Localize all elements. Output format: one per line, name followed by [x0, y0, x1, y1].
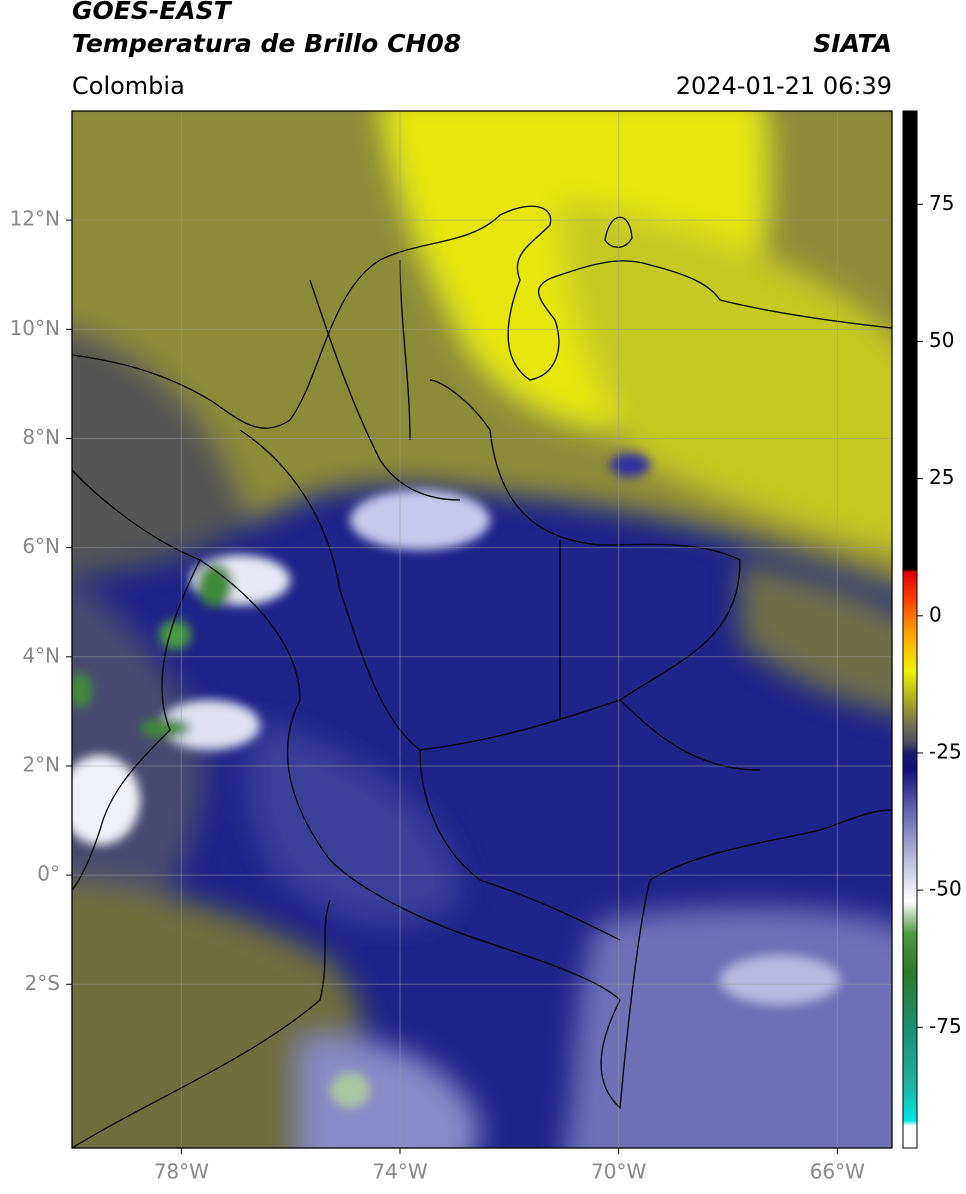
y-tick-label: 4°N: [22, 643, 60, 667]
colorbar-tick-label: -25: [929, 739, 962, 763]
colorbar-fill: [902, 110, 918, 1149]
y-tick-label: 10°N: [10, 316, 60, 340]
colorbar-tick-label: 75: [929, 191, 954, 215]
x-tick-label: 66°W: [810, 1160, 865, 1184]
y-tick-label: 6°N: [22, 534, 60, 558]
grid: [72, 111, 892, 1148]
subtitle: Temperatura de Brillo CH08: [72, 29, 461, 58]
colorbar-tick-label: -75: [929, 1014, 962, 1038]
x-tick-label: 70°W: [591, 1160, 646, 1184]
y-tick-label: 8°N: [22, 425, 60, 449]
source: SIATA: [813, 29, 892, 58]
y-tick-label: 12°N: [10, 207, 60, 231]
title: GOES-EAST: [72, 0, 233, 25]
x-tick-label: 74°W: [372, 1160, 427, 1184]
x-tick-label: 78°W: [154, 1160, 209, 1184]
map-frame: [71, 110, 893, 1149]
colorbar: 75 50 25 0 -25 -50 -75: [902, 110, 962, 1149]
datetime: 2024-01-21 06:39: [676, 72, 892, 100]
y-tick-label: 0°: [37, 862, 60, 886]
region: Colombia: [72, 72, 185, 100]
colorbar-tick-label: 0: [929, 602, 942, 626]
colorbar-tick-label: 50: [929, 328, 954, 352]
y-tick-label: 2°S: [25, 971, 60, 995]
coastlines: [72, 205, 892, 1148]
colorbar-tick-label: 25: [929, 465, 954, 489]
y-tick-label: 2°N: [22, 752, 60, 776]
satellite-image: [72, 111, 892, 1148]
colorbar-tick-label: -50: [929, 877, 962, 901]
